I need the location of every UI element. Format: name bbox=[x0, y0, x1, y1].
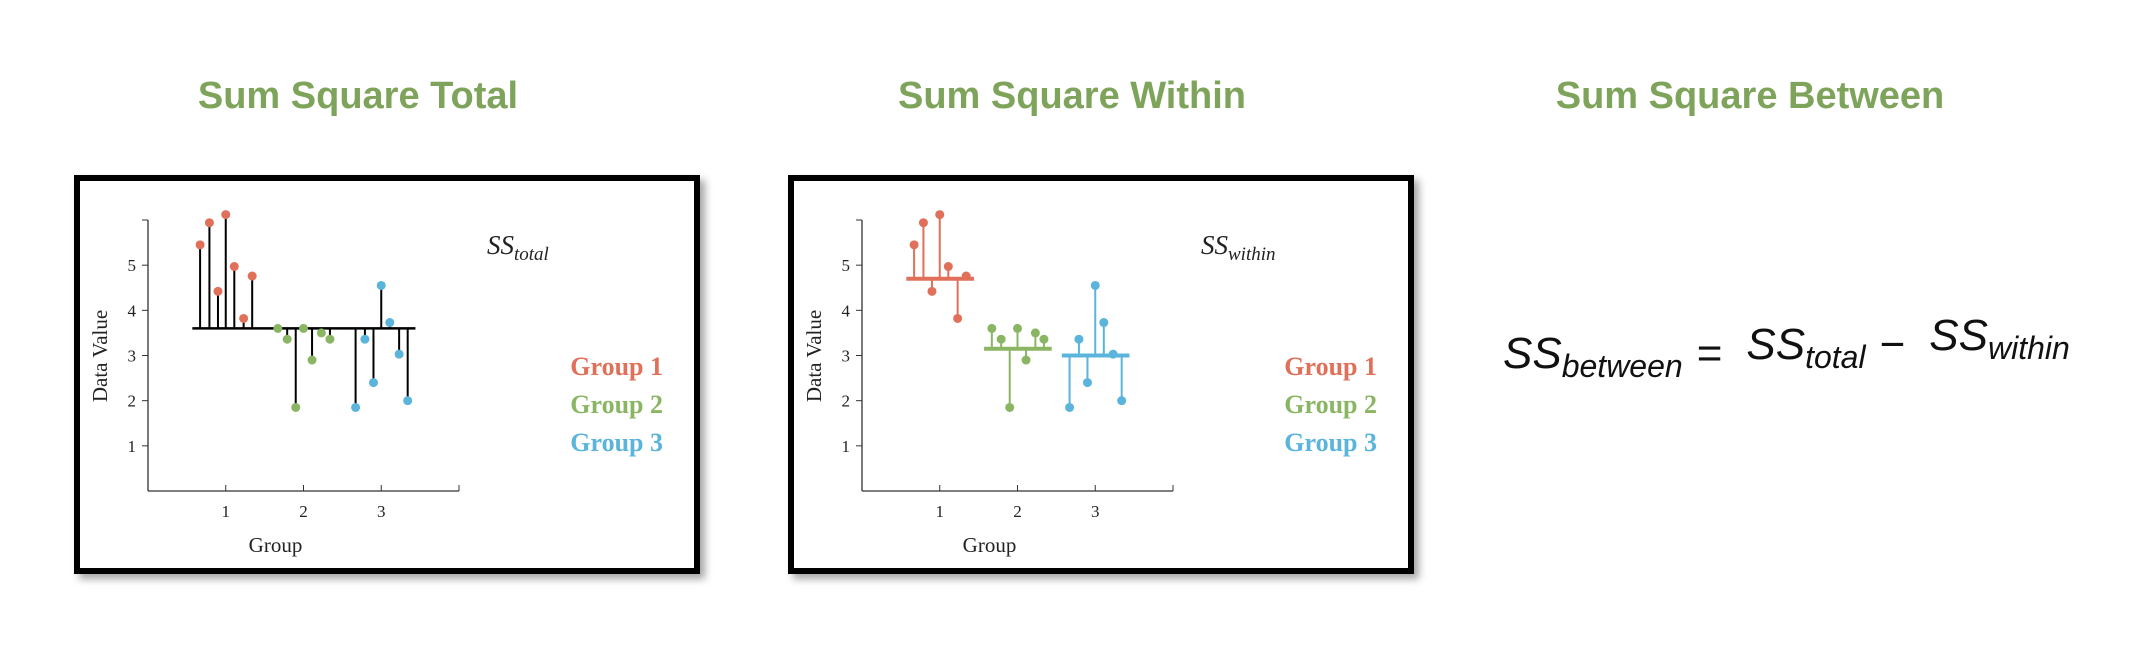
chart-frame bbox=[74, 175, 700, 574]
data-point bbox=[394, 349, 404, 359]
chart: 1 2 3 4 5 1 2 3 Group Data Value SSwithin Group 1 Gr… bbox=[802, 210, 1377, 557]
formula-operator: − bbox=[1880, 320, 1906, 369]
data-point bbox=[1117, 396, 1127, 406]
annotation: SStotal bbox=[487, 230, 549, 265]
y-axis-label: Data Value bbox=[802, 310, 826, 402]
y-tick-label: 1 bbox=[128, 437, 137, 456]
annotation-sub: total bbox=[514, 244, 549, 265]
y-tick-label: 4 bbox=[128, 301, 137, 320]
formula-subscript: between bbox=[1562, 348, 1683, 384]
annotation-sub: within bbox=[1228, 244, 1276, 265]
data-point bbox=[1030, 328, 1040, 338]
data-point bbox=[1065, 402, 1075, 412]
data-point bbox=[403, 396, 413, 406]
data-point bbox=[1082, 378, 1092, 388]
x-axis-label: Group bbox=[963, 533, 1017, 557]
panel-title: Sum Square Total bbox=[198, 75, 518, 117]
panel-title: Sum Square Between bbox=[1556, 75, 1945, 117]
data-point bbox=[368, 378, 378, 388]
formula-subscript: within bbox=[1988, 330, 2070, 366]
annotation: SSwithin bbox=[1201, 230, 1276, 265]
chart: 1 2 3 4 5 1 2 3 Group Data Value SStotal Group 1 Gro… bbox=[88, 210, 663, 557]
data-point bbox=[299, 323, 308, 333]
data-point bbox=[291, 402, 301, 412]
y-tick-label: 3 bbox=[128, 347, 137, 366]
data-point bbox=[987, 323, 997, 333]
data-point bbox=[204, 218, 214, 228]
data-point bbox=[1108, 349, 1118, 359]
data-point bbox=[1099, 318, 1109, 328]
x-tick-label: 3 bbox=[1091, 502, 1100, 521]
data-point bbox=[943, 262, 953, 272]
data-point bbox=[935, 210, 945, 220]
legend-entry: Group 2 bbox=[570, 390, 663, 419]
x-tick-label: 1 bbox=[936, 502, 945, 521]
formula-term: SS bbox=[1503, 329, 1562, 378]
data-point bbox=[273, 323, 283, 333]
data-point bbox=[1039, 334, 1049, 344]
data-point bbox=[282, 334, 292, 344]
data-point bbox=[239, 313, 249, 323]
x-tick-label: 2 bbox=[1013, 502, 1022, 521]
data-point bbox=[927, 286, 937, 296]
y-tick-label: 2 bbox=[842, 392, 851, 411]
legend-entry: Group 2 bbox=[1284, 390, 1377, 419]
formula-subscript: total bbox=[1805, 339, 1866, 375]
y-tick-label: 3 bbox=[842, 347, 851, 366]
x-tick-label: 1 bbox=[222, 502, 231, 521]
legend-entry: Group 3 bbox=[570, 428, 663, 457]
data-point bbox=[229, 262, 239, 272]
chart-frame bbox=[788, 175, 1414, 574]
data-point bbox=[1005, 402, 1015, 412]
legend-entry: Group 1 bbox=[1284, 352, 1377, 381]
formula-operator: = bbox=[1697, 329, 1723, 378]
data-point bbox=[195, 240, 205, 250]
y-tick-label: 1 bbox=[842, 437, 851, 456]
annotation-base: SS bbox=[1201, 230, 1229, 260]
data-point bbox=[307, 355, 317, 365]
x-tick-label: 3 bbox=[377, 502, 386, 521]
y-tick-label: 5 bbox=[842, 256, 851, 275]
y-axis-label: Data Value bbox=[88, 310, 112, 402]
formula: SSbetween = SStotal − SSwithin bbox=[1503, 311, 2070, 384]
data-point bbox=[213, 286, 223, 296]
data-point bbox=[351, 402, 361, 412]
formula-term: SS bbox=[1929, 311, 1988, 360]
y-tick-label: 5 bbox=[128, 256, 137, 275]
y-tick-label: 4 bbox=[842, 301, 851, 320]
panel-title: Sum Square Within bbox=[898, 75, 1246, 117]
data-point bbox=[247, 271, 257, 281]
formula-term: SS bbox=[1746, 320, 1805, 369]
data-point bbox=[961, 271, 971, 281]
data-point bbox=[1090, 280, 1100, 290]
data-point bbox=[316, 328, 326, 338]
data-point bbox=[221, 210, 231, 220]
data-point bbox=[996, 334, 1006, 344]
x-tick-label: 2 bbox=[299, 502, 308, 521]
y-tick-label: 2 bbox=[128, 392, 137, 411]
data-point bbox=[918, 218, 928, 228]
data-point bbox=[360, 334, 370, 344]
legend-entry: Group 3 bbox=[1284, 428, 1377, 457]
data-point bbox=[1021, 355, 1031, 365]
legend-entry: Group 1 bbox=[570, 352, 663, 381]
data-point bbox=[953, 313, 963, 323]
data-point bbox=[325, 334, 335, 344]
data-point bbox=[909, 240, 919, 250]
annotation-base: SS bbox=[487, 230, 515, 260]
data-point bbox=[1074, 334, 1084, 344]
x-axis-label: Group bbox=[249, 533, 303, 557]
data-point bbox=[1013, 323, 1022, 333]
data-point bbox=[376, 280, 386, 290]
data-point bbox=[385, 318, 395, 328]
